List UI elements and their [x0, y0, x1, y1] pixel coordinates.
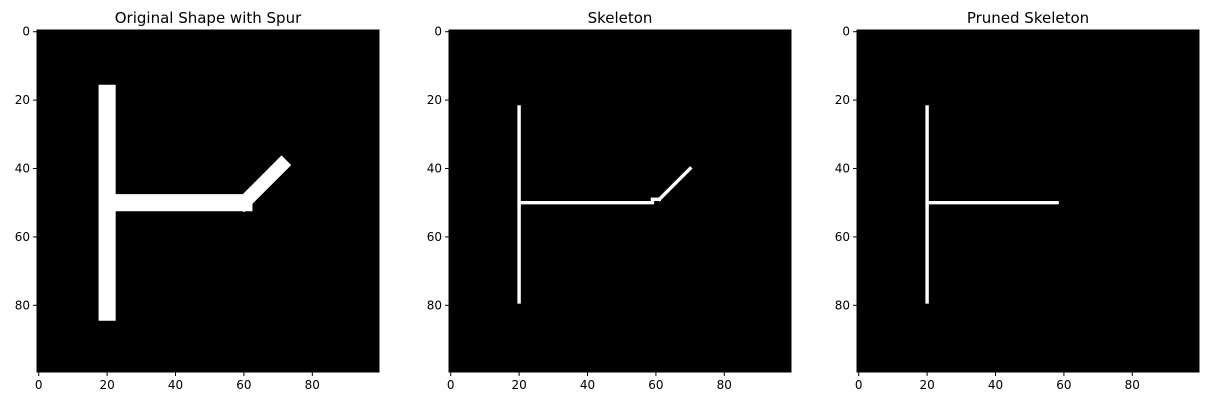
image-pixels: [925, 105, 1059, 304]
x-tick-label: 0: [35, 378, 43, 392]
x-tick-label: 20: [511, 378, 526, 392]
y-axis: 0 20 40 60 80: [15, 25, 37, 312]
x-tick-label: 60: [648, 378, 663, 392]
y-tick-label: 0: [22, 25, 30, 39]
x-tick-label: 40: [168, 378, 183, 392]
x-tick-label: 20: [99, 378, 114, 392]
y-tick-label: 40: [835, 162, 850, 176]
chart-title: Original Shape with Spur: [115, 9, 302, 27]
x-tick-label: 80: [1125, 378, 1140, 392]
x-tick-label: 40: [580, 378, 595, 392]
x-tick-label: 0: [447, 378, 455, 392]
x-tick-label: 20: [919, 378, 934, 392]
x-tick-label: 80: [717, 378, 732, 392]
chart-title: Pruned Skeleton: [967, 9, 1089, 27]
x-axis: 0 20 40 60 80: [855, 372, 1140, 392]
x-axis: 0 20 40 60 80: [447, 372, 732, 392]
x-tick-label: 80: [305, 378, 320, 392]
y-tick-label: 80: [427, 298, 442, 312]
y-tick-label: 0: [842, 25, 850, 39]
x-tick-label: 60: [1056, 378, 1071, 392]
panel-pruned-skeleton: Pruned Skeleton 0 20 40 60 80 0 20 40 60 80: [835, 9, 1200, 392]
chart-title: Skeleton: [588, 9, 653, 27]
x-tick-label: 60: [236, 378, 251, 392]
y-tick-label: 20: [835, 93, 850, 107]
y-tick-label: 20: [427, 93, 442, 107]
y-tick-label: 60: [15, 230, 30, 244]
y-tick-label: 40: [427, 162, 442, 176]
y-tick-label: 0: [434, 25, 442, 39]
panel-skeleton: Skeleton 0 20 40 60 80 0 20 40 60 80: [427, 9, 792, 392]
y-tick-label: 60: [835, 230, 850, 244]
y-tick-label: 80: [835, 298, 850, 312]
x-axis: 0 20 40 60 80: [35, 372, 320, 392]
y-tick-label: 60: [427, 230, 442, 244]
axes-frame: [448, 29, 792, 373]
x-tick-label: 0: [855, 378, 863, 392]
image-pixels: [98, 84, 292, 321]
y-tick-label: 80: [15, 298, 30, 312]
white-stroke-4: [656, 166, 693, 202]
y-tick-label: 20: [15, 93, 30, 107]
y-tick-label: 40: [15, 162, 30, 176]
panel-original-shape: Original Shape with Spur 0 20 40 60 80 0 20 40…: [15, 9, 380, 392]
y-axis: 0 20 40 60 80: [835, 25, 857, 312]
y-axis: 0 20 40 60 80: [427, 25, 449, 312]
image-pixels: [517, 105, 693, 304]
axes-frame: [36, 29, 380, 373]
axes-frame: [856, 29, 1200, 373]
white-stroke-3: [234, 155, 292, 213]
x-tick-label: 40: [988, 378, 1003, 392]
